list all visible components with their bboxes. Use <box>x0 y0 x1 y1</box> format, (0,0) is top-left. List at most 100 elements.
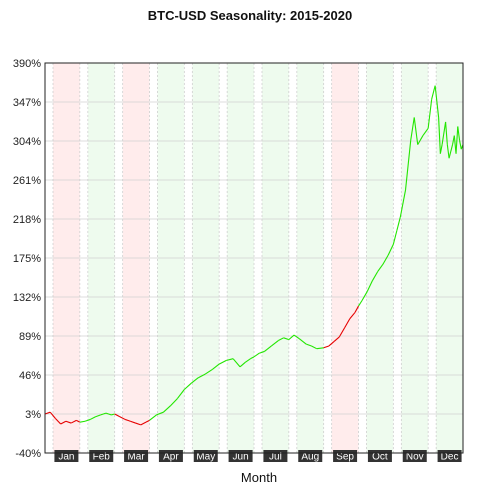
series-segment <box>183 382 192 390</box>
series-segment <box>49 411 56 419</box>
y-tick-label: 261% <box>13 175 41 187</box>
y-tick-label: 132% <box>13 292 41 304</box>
series-segment <box>417 135 424 145</box>
series-segment <box>124 418 131 422</box>
x-tick-label-dec: Dec <box>437 450 462 463</box>
series-segment <box>111 413 115 416</box>
series-segment <box>431 85 436 100</box>
series-segment <box>306 343 312 347</box>
series-segment <box>446 144 450 159</box>
x-tick-label-apr: Apr <box>158 450 183 463</box>
x-tick-label-text: Feb <box>93 452 111 463</box>
series-segment <box>95 414 101 418</box>
series-segment <box>119 416 126 420</box>
x-tick-label-text: Sep <box>336 452 354 463</box>
y-tick-label: 304% <box>13 136 41 148</box>
y-tick-label: 89% <box>19 331 41 343</box>
series-segment <box>293 334 300 340</box>
y-tick-label: 218% <box>13 214 41 226</box>
x-tick-label-jun: Jun <box>228 450 253 463</box>
x-tick-label-text: Nov <box>406 452 424 463</box>
series-segment <box>163 405 171 413</box>
series-segment <box>438 117 441 154</box>
x-axis-month-labels: Jan Feb Mar Apr May Jun Jul Aug Sep Oct Nov Dec <box>54 450 462 463</box>
series-segment <box>278 337 284 342</box>
x-tick-label-oct: Oct <box>367 450 392 463</box>
series-segment <box>156 411 164 416</box>
x-tick-label-aug: Aug <box>298 450 323 463</box>
series-segment <box>288 334 295 341</box>
series-segment <box>218 360 227 365</box>
series-segment <box>410 117 415 141</box>
series-segment <box>392 230 398 245</box>
x-tick-label-text: Jul <box>269 452 282 463</box>
series-segment <box>333 336 340 342</box>
series-segment <box>204 369 213 375</box>
x-tick-label-text: Dec <box>441 452 459 463</box>
series-segment <box>264 345 272 352</box>
y-tick-label: 3% <box>25 409 41 421</box>
series-segment <box>211 363 220 370</box>
series-segment <box>90 416 96 420</box>
x-tick-label-jul: Jul <box>263 450 288 463</box>
series-segment <box>427 99 433 129</box>
series-segment <box>253 352 260 358</box>
x-tick-label-text: Aug <box>301 452 319 463</box>
series-segment <box>55 418 62 425</box>
x-tick-label-nov: Nov <box>402 450 427 463</box>
series-segment <box>283 337 290 341</box>
series-segment <box>76 419 81 423</box>
series-segment <box>387 244 394 256</box>
series-segment <box>100 412 107 416</box>
series-segment <box>328 341 335 347</box>
series-segment <box>361 291 368 301</box>
series-segment <box>371 271 379 281</box>
x-tick-label-text: Jun <box>233 452 249 463</box>
series-segment <box>140 421 147 426</box>
series-segment <box>84 418 91 422</box>
series-segment <box>458 139 462 150</box>
x-tick-label-text: Oct <box>372 452 388 463</box>
series-segment <box>349 312 356 320</box>
chart-title: BTC-USD Seasonality: 2015-2020 <box>147 8 353 23</box>
y-tick-label: 390% <box>13 58 41 70</box>
series-segment <box>198 373 206 379</box>
x-tick-label-feb: Feb <box>89 450 114 463</box>
x-tick-label-sep: Sep <box>333 450 358 463</box>
series-segment <box>323 345 330 349</box>
x-axis-label: Month <box>241 470 277 485</box>
series-segment <box>413 117 419 145</box>
series-segment <box>259 350 265 354</box>
series-segment <box>225 358 234 362</box>
y-tick-label: 46% <box>19 370 41 382</box>
x-tick-label-text: Mar <box>127 452 145 463</box>
series-segment <box>344 318 351 329</box>
series-segments <box>44 85 464 426</box>
series-segment <box>338 327 346 338</box>
series-segment <box>105 412 112 416</box>
x-tick-label-may: May <box>193 450 218 463</box>
series-segment <box>176 389 185 399</box>
series-segment <box>358 300 363 307</box>
series-segment <box>448 144 454 159</box>
x-tick-label-mar: Mar <box>124 450 149 463</box>
series-segment <box>377 264 384 272</box>
series-segment <box>439 144 443 154</box>
series-segment <box>396 217 401 231</box>
series-segment <box>190 377 199 384</box>
series-segment <box>170 398 178 407</box>
series-segment <box>70 419 77 424</box>
series-segment <box>239 361 246 368</box>
grid-lines <box>45 62 464 454</box>
series-segment <box>271 340 279 347</box>
series-segment <box>404 140 412 191</box>
series-segment <box>399 189 407 218</box>
series-segment <box>114 413 121 418</box>
series-segment <box>354 305 359 313</box>
series-segment <box>250 356 255 360</box>
series-segment <box>382 255 389 265</box>
series-segment <box>455 126 459 154</box>
y-axis-ticks: -40% 3% 46% 89% 132% 175% 218% 261% 304% 347% 390% <box>13 58 41 460</box>
series-segment <box>130 420 136 424</box>
series-segment <box>232 358 241 368</box>
